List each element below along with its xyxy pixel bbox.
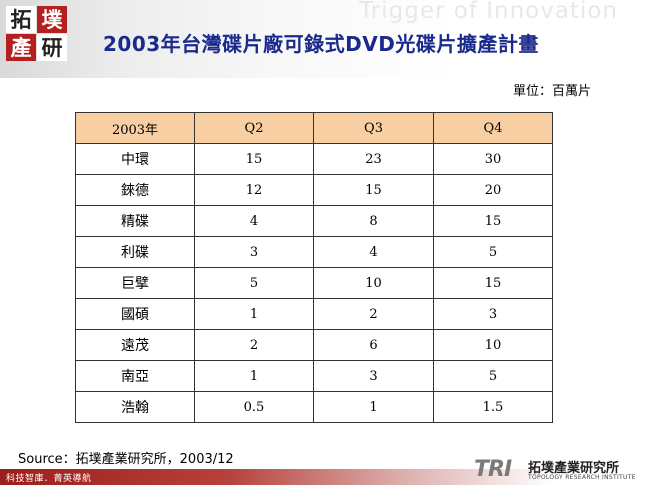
logo-char-2: 墣 [37, 6, 67, 33]
table-row: 精碟 4 8 15 [75, 205, 553, 237]
value-cell: 6 [313, 329, 434, 361]
value-cell: 30 [433, 143, 553, 175]
value-cell: 15 [433, 205, 553, 237]
company-logo: 拓 墣 產 研 [6, 6, 70, 64]
company-cell: 南亞 [75, 360, 195, 392]
value-cell: 5 [433, 236, 553, 268]
table-row: 遠茂 2 6 10 [75, 329, 553, 361]
column-header: Q3 [313, 112, 434, 144]
column-header: Q2 [194, 112, 314, 144]
value-cell: 15 [433, 267, 553, 299]
company-cell: 利碟 [75, 236, 195, 268]
company-cell: 中環 [75, 143, 195, 175]
tri-logo-mark: TRI [474, 457, 512, 482]
table-row: 南亞 1 3 5 [75, 360, 553, 392]
tri-logo-chinese-name: 拓墣產業研究所 [528, 461, 620, 476]
value-cell: 1.5 [433, 391, 553, 423]
table-row: 巨擘 5 10 15 [75, 267, 553, 299]
logo-char-1: 拓 [6, 6, 36, 33]
table-row: 錸德 12 15 20 [75, 174, 553, 206]
value-cell: 15 [194, 143, 314, 175]
value-cell: 1 [313, 391, 434, 423]
tri-logo-english-name: TOPOLOGY RESEARCH INSTITUTE [528, 474, 636, 481]
logo-char-3: 產 [6, 34, 36, 61]
value-cell: 12 [194, 174, 314, 206]
value-cell: 5 [433, 360, 553, 392]
company-cell: 浩翰 [75, 391, 195, 423]
column-header: 2003年 [75, 112, 195, 144]
company-cell: 國碩 [75, 298, 195, 330]
company-cell: 錸德 [75, 174, 195, 206]
company-cell: 精碟 [75, 205, 195, 237]
value-cell: 1 [194, 298, 314, 330]
value-cell: 4 [313, 236, 434, 268]
tri-logo: TRI 拓墣產業研究所 TOPOLOGY RESEARCH INSTITUTE [474, 455, 644, 485]
value-cell: 2 [194, 329, 314, 361]
source-note: Source：拓墣產業研究所，2003/12 [18, 452, 234, 467]
table-row: 國碩 1 2 3 [75, 298, 553, 330]
header-band [0, 0, 650, 78]
logo-char-4: 研 [37, 34, 67, 61]
column-header: Q4 [433, 112, 553, 144]
company-cell: 遠茂 [75, 329, 195, 361]
value-cell: 1 [194, 360, 314, 392]
unit-note: 單位：百萬片 [513, 84, 592, 99]
value-cell: 3 [194, 236, 314, 268]
value-cell: 0.5 [194, 391, 314, 423]
table-header-row: 2003年 Q2 Q3 Q4 [75, 112, 553, 144]
tri-logo-letters: TRI [474, 457, 512, 482]
table-row: 利碟 3 4 5 [75, 236, 553, 268]
company-cell: 巨擘 [75, 267, 195, 299]
value-cell: 15 [313, 174, 434, 206]
value-cell: 3 [313, 360, 434, 392]
value-cell: 10 [313, 267, 434, 299]
table-row: 中環 15 23 30 [75, 143, 553, 175]
page-title: 2003年台灣碟片廠可錄式DVD光碟片擴產計畫 [103, 32, 539, 56]
footer-slogan: 科技智庫．菁英導航 [6, 474, 92, 484]
value-cell: 10 [433, 329, 553, 361]
value-cell: 2 [313, 298, 434, 330]
value-cell: 3 [433, 298, 553, 330]
value-cell: 8 [313, 205, 434, 237]
footer-band [0, 469, 650, 485]
table-row: 浩翰 0.5 1 1.5 [75, 391, 553, 423]
value-cell: 4 [194, 205, 314, 237]
capacity-table: 2003年 Q2 Q3 Q4 中環 15 23 30 錸德 12 15 20 精… [75, 112, 553, 423]
header-tagline: Trigger of Innovation [359, 0, 618, 24]
value-cell: 23 [313, 143, 434, 175]
value-cell: 5 [194, 267, 314, 299]
value-cell: 20 [433, 174, 553, 206]
